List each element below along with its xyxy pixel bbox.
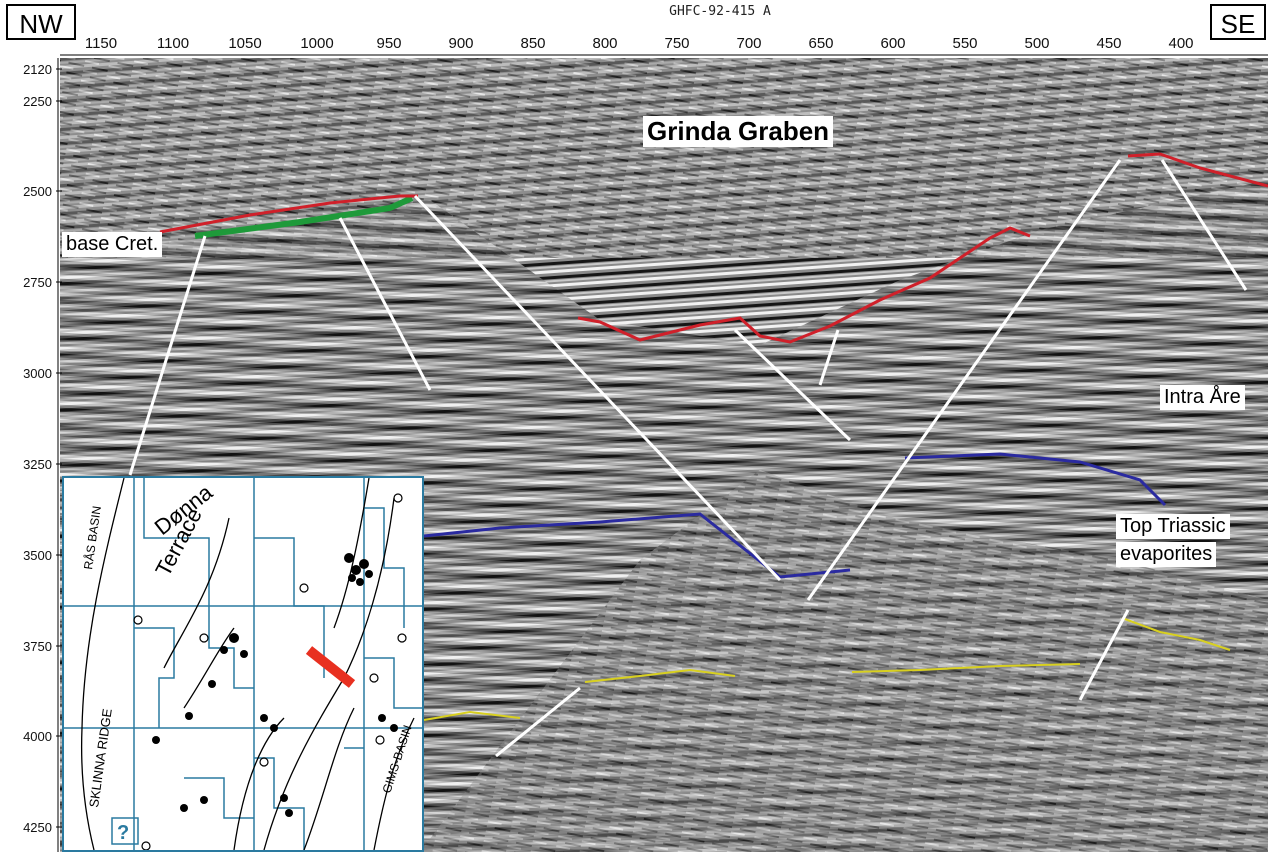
triassic-horizon-west [423, 710, 521, 721]
shotpoint-tick-label: 600 [880, 35, 905, 52]
shotpoint-tick-label: 1000 [300, 35, 333, 52]
shotpoint-tick-label: 900 [448, 35, 473, 52]
intra-are-horizon-east [904, 452, 1167, 507]
shotpoint-tick-label: 700 [736, 35, 761, 52]
fault-line [495, 686, 581, 758]
twt-tick-label: 2250 [23, 94, 52, 109]
dry-well-markers [133, 493, 407, 850]
intra-are-horizon-west [423, 512, 851, 579]
intra-are-label: Intra Åre [1160, 385, 1245, 410]
fault-line [338, 217, 432, 391]
twt-tick-label: 4000 [23, 729, 52, 744]
base-cret-horizon-west [159, 194, 418, 234]
shotpoint-tick-label: 1150 [85, 35, 117, 52]
shotpoint-tick-label: 950 [376, 35, 401, 52]
faults [128, 159, 1248, 758]
fault-line [733, 328, 852, 442]
fault-line [806, 159, 1122, 601]
shotpoint-tick-label: 1050 [228, 35, 261, 52]
triassic-horizon-center [851, 663, 1081, 673]
gims-basin-label: GIMS-BASIN [380, 723, 415, 795]
se-label: SE [1210, 4, 1266, 40]
base-cret-horizon-center [577, 226, 1031, 344]
well-markers [152, 553, 398, 817]
shotpoint-tick-label: 850 [520, 35, 545, 52]
sklinna-ridge-label: SKLINNA RIDGE [86, 707, 115, 808]
profile-title: GHFC-92-415 A [669, 4, 771, 19]
fault-line [818, 329, 840, 386]
map-grid [64, 478, 422, 850]
nw-label: NW [6, 4, 76, 40]
shotpoint-tick-label: 650 [808, 35, 833, 52]
inset-map-drawing: Dønna Terrace RÅS BASIN SKLINNA RIDGE GI… [64, 478, 422, 850]
green-horizon [194, 195, 414, 239]
top-triassic-label: Top Triassic [1116, 514, 1230, 539]
shotpoint-tick-label: 450 [1096, 35, 1121, 52]
fault-line [1078, 609, 1130, 701]
fault-line [413, 194, 782, 582]
twt-tick-label: 3750 [23, 639, 52, 654]
twt-tick-label: 3250 [23, 457, 52, 472]
shotpoint-tick-label: 750 [664, 35, 689, 52]
shotpoint-tick-label: 500 [1024, 35, 1049, 52]
question-mark: ? [117, 822, 129, 844]
twt-axis: 2120 2250 2500 2750 3000 3250 3500 3750 4000 4250 [23, 58, 62, 852]
triassic-horizon-center-west [584, 668, 736, 683]
ras-basin-label: RÅS BASIN [80, 505, 104, 570]
twt-tick-label: 2120 [23, 62, 52, 77]
shotpoint-axis: 1150 1100 1050 1000 950 900 850 800 750 700 650 600… [60, 35, 1268, 56]
shotpoint-tick-label: 800 [592, 35, 617, 52]
horizons [159, 152, 1268, 721]
shotpoint-tick-label: 550 [952, 35, 977, 52]
fault-line [1160, 159, 1248, 291]
twt-tick-label: 2750 [23, 275, 52, 290]
question-box [111, 817, 139, 845]
grinda-graben-label: Grinda Graben [643, 116, 834, 147]
twt-tick-label: 3500 [23, 548, 52, 563]
evaporites-label: evaporites [1116, 542, 1217, 567]
shotpoint-tick-label: 400 [1168, 35, 1193, 52]
inset-location-map: Dønna Terrace RÅS BASIN SKLINNA RIDGE GI… [62, 476, 424, 852]
twt-tick-label: 2500 [23, 184, 52, 199]
twt-tick-label: 4250 [23, 820, 52, 835]
fault-line [128, 235, 207, 476]
twt-tick-label: 3000 [23, 366, 52, 381]
section-location-marker [305, 646, 356, 688]
shotpoint-tick-label: 1100 [157, 35, 189, 52]
base-cret-horizon-east [1127, 152, 1268, 188]
triassic-horizon-east [1121, 617, 1231, 651]
base-cret-label: base Cret. [62, 232, 163, 257]
